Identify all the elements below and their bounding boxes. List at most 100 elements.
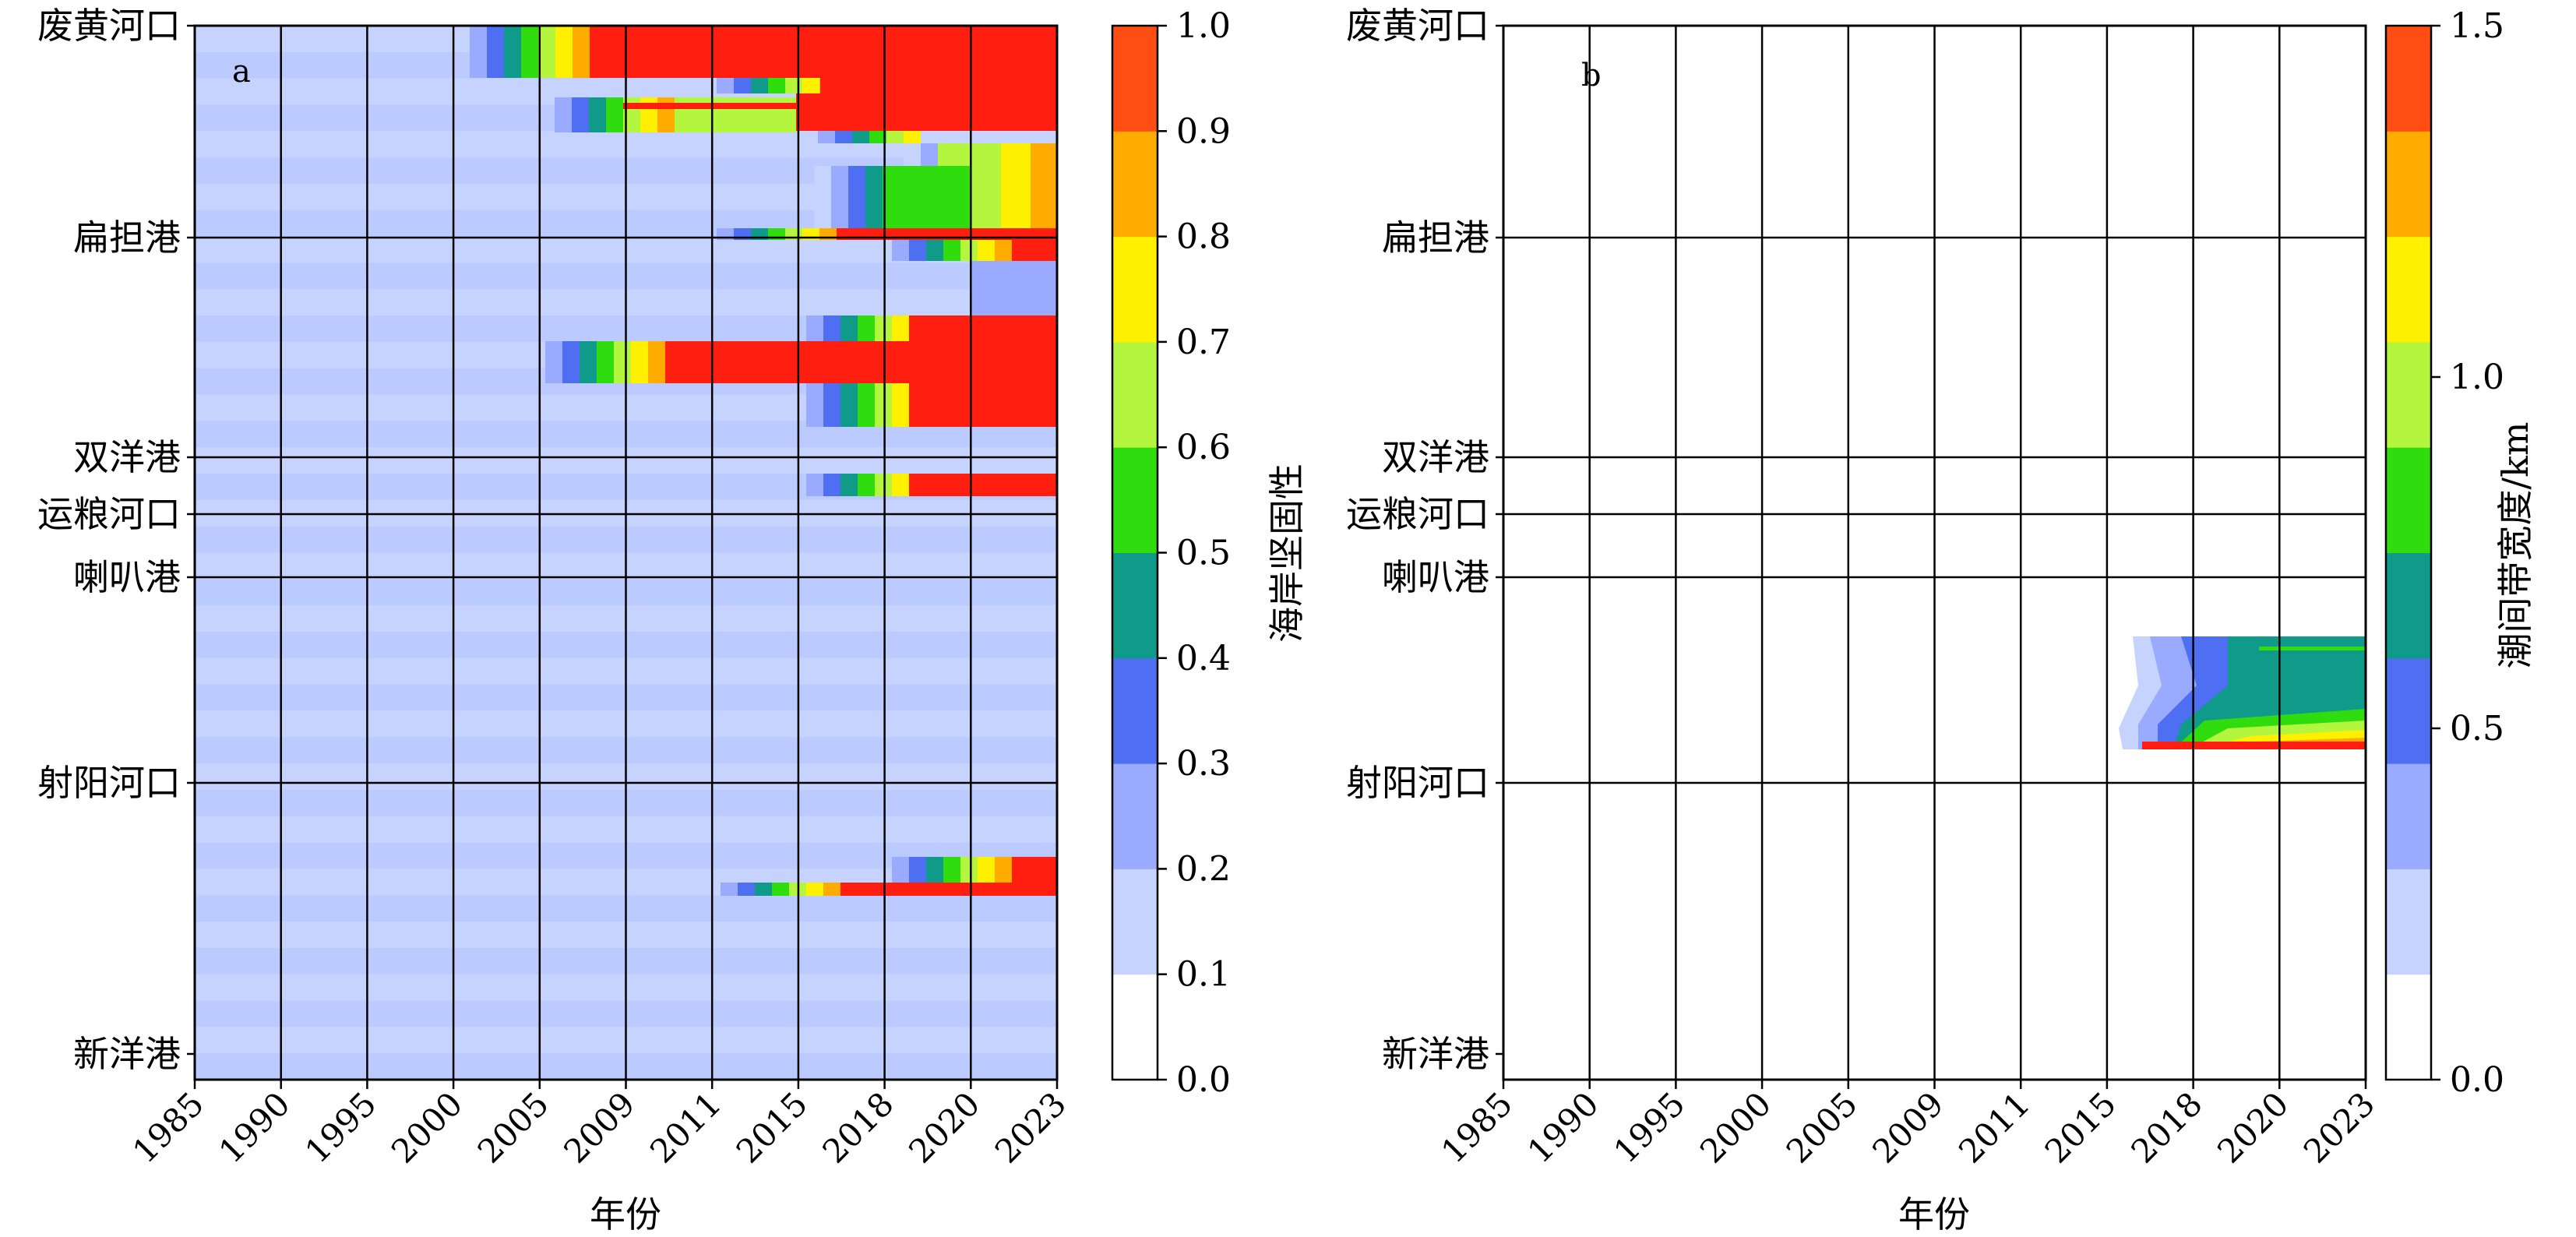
- data-cell: [840, 383, 858, 427]
- data-cell: [555, 97, 573, 132]
- x-tick-label: 2015: [729, 1084, 815, 1170]
- colorbar-tick-label: 0.0: [2450, 1060, 2504, 1100]
- data-cell: [555, 26, 573, 78]
- data-cell: [772, 883, 790, 896]
- colorbar-segment: [1112, 236, 1158, 343]
- colorbar-segment: [2386, 552, 2431, 659]
- y-tick-label: 新洋港: [73, 1033, 181, 1075]
- data-cell: [823, 474, 841, 496]
- data-cell: [892, 474, 910, 496]
- data-cell: [904, 143, 922, 166]
- y-tick-label: 双洋港: [73, 436, 181, 478]
- data-cell: [886, 131, 904, 143]
- colorbar-tick-label: 1.0: [2450, 358, 2504, 397]
- data-cell: [1012, 240, 1057, 261]
- data-cell: [631, 341, 649, 383]
- data-cell: [573, 26, 590, 78]
- colorbar-segment: [2386, 131, 2431, 238]
- data-cell: [806, 474, 824, 496]
- panel-a-colorbar: 0.0 0.1 0.2 0.3 0.4 0.5 0.6 0.7 0.8 0.9 1.0: [1111, 6, 1231, 1100]
- data-cell: [852, 131, 870, 143]
- colorbar-tick-label: 0.7: [1176, 322, 1231, 362]
- panel-b-gridlines: [1503, 26, 2366, 1080]
- data-cell: [818, 131, 836, 143]
- data-cell: [657, 97, 675, 132]
- data-cell: [802, 78, 820, 93]
- data-cell: [840, 474, 858, 496]
- data-cell: [623, 103, 796, 109]
- data-cell: [738, 883, 756, 896]
- data-cell: [721, 883, 738, 896]
- x-tick-label: 1990: [1521, 1084, 1606, 1170]
- data-cell: [806, 383, 824, 427]
- data-cell: [960, 240, 978, 261]
- data-cell: [848, 166, 866, 228]
- data-cell: [858, 474, 876, 496]
- panel-b-data-cells: [2119, 636, 2366, 749]
- colorbar-tick-label: 0.0: [1176, 1060, 1231, 1100]
- panel-b-label: b: [1581, 58, 1602, 93]
- x-tick-label: 2018: [2123, 1084, 2209, 1170]
- colorbar-tick-label: 0.5: [2450, 709, 2504, 749]
- colorbar-segment: [1112, 341, 1158, 448]
- data-cell: [869, 131, 887, 143]
- data-cell: [806, 315, 824, 341]
- data-cell: [823, 883, 841, 896]
- data-cell: [521, 26, 539, 78]
- colorbar-tick-label: 0.1: [1176, 955, 1231, 995]
- colorbar-tick-label: 0.2: [1176, 849, 1231, 889]
- x-tick-label: 2011: [1951, 1084, 2037, 1170]
- data-cell: [768, 78, 786, 93]
- y-tick-label: 新洋港: [1382, 1033, 1489, 1075]
- data-cell: [892, 240, 910, 261]
- data-cell: [470, 26, 488, 78]
- y-tick-label: 扁担港: [1382, 217, 1489, 259]
- y-tick-label: 废黄河口: [1346, 5, 1489, 47]
- data-cell: [823, 315, 841, 341]
- colorbar-segment: [2386, 236, 2431, 343]
- x-tick-label: 2020: [2210, 1084, 2296, 1170]
- y-tick-label: 射阳河口: [37, 762, 181, 804]
- x-tick-label: 1985: [125, 1084, 211, 1170]
- x-tick-label: 2005: [470, 1084, 556, 1170]
- colorbar-tick-label: 1.0: [1176, 6, 1231, 46]
- y-tick-label: 双洋港: [1382, 436, 1489, 478]
- colorbar-segment: [2386, 763, 2431, 869]
- panel-a-gridlines: [195, 26, 1057, 1080]
- x-tick-label: 2020: [901, 1084, 987, 1170]
- data-cell: [909, 315, 1057, 341]
- data-cell: [538, 26, 556, 78]
- data-cell: [2142, 742, 2366, 749]
- colorbar-segment: [1112, 657, 1158, 764]
- data-cell: [909, 474, 1057, 496]
- panel-a-data-cells: [470, 26, 1057, 896]
- x-tick-label: 2000: [384, 1084, 470, 1170]
- colorbar-tick-label: 0.8: [1176, 217, 1231, 257]
- data-cell: [892, 383, 910, 427]
- data-cell: [487, 26, 505, 78]
- data-cell: [734, 78, 752, 93]
- data-cell: [909, 240, 927, 261]
- data-cell: [785, 78, 803, 93]
- data-cell: [814, 166, 832, 228]
- data-cell: [751, 78, 769, 93]
- data-cell: [648, 341, 666, 383]
- data-cell: [823, 383, 841, 427]
- colorbar-tick-label: 0.6: [1176, 428, 1231, 467]
- data-cell: [606, 97, 624, 132]
- colorbar-segment: [1112, 974, 1158, 1080]
- data-cell: [1031, 143, 1057, 228]
- y-tick-label: 废黄河口: [37, 5, 181, 47]
- data-cell: [831, 166, 849, 228]
- colorbar-tick-label: 0.4: [1176, 639, 1231, 678]
- data-cell: [926, 240, 944, 261]
- colorbar-segment: [2386, 341, 2431, 448]
- data-cell: [970, 143, 1001, 228]
- colorbar-frame: [2384, 24, 2433, 1081]
- y-tick-label: 喇叭港: [73, 556, 181, 598]
